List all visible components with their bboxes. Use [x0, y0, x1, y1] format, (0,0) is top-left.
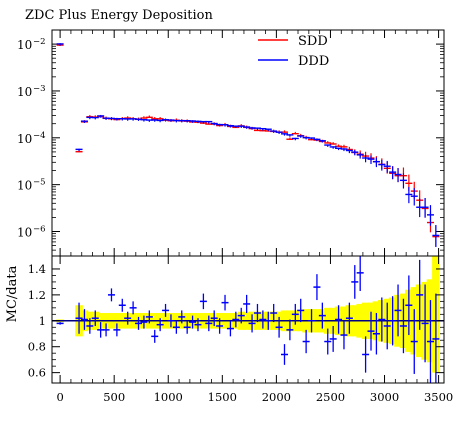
- x-tick-label: 3500: [424, 390, 453, 404]
- main-y-tick-label: 10 −2: [17, 37, 46, 52]
- legend-entry-sdd: SDD: [258, 34, 328, 49]
- ratio-y-axis-label: MC/data: [5, 265, 20, 322]
- main-y-tick-label: 10 −5: [17, 178, 46, 193]
- main-y-tick-label-base: 10: [17, 226, 32, 240]
- main-y-tick-label: 10 −6: [17, 225, 46, 240]
- main-axis-ticks: [52, 29, 444, 257]
- ratio-y-tick-label: 1: [39, 314, 46, 328]
- main-y-tick-label-exponent: −4: [33, 131, 46, 141]
- legend-label-sdd: SDD: [298, 34, 328, 49]
- ratio-plot-panel: 0.6 0.8 1 1.2 1.4 0 500 1000 1500 2000 2500 3000 35…: [5, 255, 453, 404]
- legend: SDD DDD: [258, 34, 329, 69]
- main-y-tick-label-base: 10: [17, 38, 32, 52]
- main-y-tick-label-exponent: −2: [33, 37, 46, 47]
- ratio-y-tick-label: 1.4: [28, 262, 46, 276]
- x-tick-label: 0: [56, 390, 63, 404]
- ratio-y-tick-label: 0.8: [28, 340, 46, 354]
- x-tick-label: 3000: [370, 390, 399, 404]
- main-y-tick-label-base: 10: [17, 85, 32, 99]
- main-y-tick-label-exponent: −5: [33, 178, 46, 188]
- main-y-tick-label-base: 10: [17, 132, 32, 146]
- x-tick-label: 2500: [316, 390, 345, 404]
- ratio-axis-ticks: [52, 256, 444, 383]
- main-y-tick-labels: 10−210−310−410−510−6: [17, 37, 46, 239]
- legend-label-ddd: DDD: [298, 54, 329, 69]
- ratio-y-tick-labels: 0.6 0.8 1 1.2 1.4: [28, 262, 46, 380]
- main-y-tick-label-base: 10: [17, 179, 32, 193]
- main-y-tick-label-exponent: −6: [33, 225, 46, 235]
- main-plot-panel: 10−210−310−410−510−6: [17, 29, 445, 257]
- series-sdd: [56, 43, 440, 247]
- ratio-y-tick-label: 1.2: [28, 288, 46, 302]
- x-tick-label: 1000: [154, 390, 183, 404]
- main-plot-frame: [51, 29, 445, 257]
- legend-entry-ddd: DDD: [258, 54, 329, 69]
- x-tick-label: 1500: [208, 390, 237, 404]
- ratio-y-tick-label: 0.6: [28, 366, 46, 380]
- main-y-tick-label: 10 −3: [17, 84, 46, 99]
- x-tick-labels: 0 500 1000 1500 2000 2500 3000 3500: [56, 390, 453, 404]
- ratio-plot-frame: [51, 255, 445, 384]
- chart-title: ZDC Plus Energy Deposition: [25, 8, 213, 23]
- series-ddd: [56, 43, 440, 247]
- main-y-tick-label-exponent: −3: [33, 84, 46, 94]
- x-tick-label: 500: [103, 390, 125, 404]
- x-tick-label: 2000: [262, 390, 291, 404]
- main-plot-markers: [56, 43, 440, 247]
- ratio-markers: [56, 256, 440, 383]
- main-y-tick-label: 10 −4: [17, 131, 46, 146]
